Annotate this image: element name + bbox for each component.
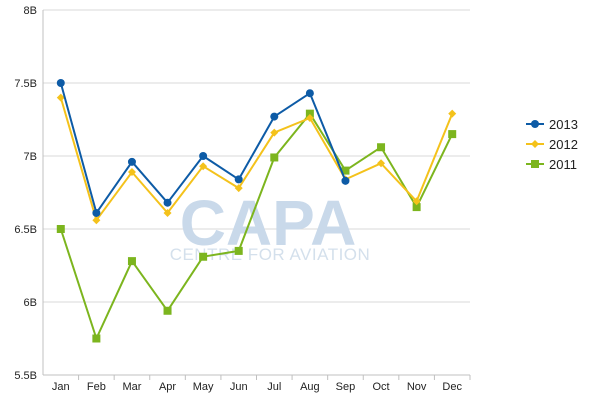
grid-lines (43, 9, 470, 303)
series-2013 (56, 79, 350, 217)
series-line-2011 (59, 112, 454, 340)
legend-label: 2013 (549, 117, 578, 132)
data-point-2013 (270, 112, 279, 121)
y-tick-label: 7B (24, 151, 37, 163)
data-point-2011 (199, 252, 208, 261)
data-point-2012 (448, 109, 457, 118)
data-point-2012 (127, 168, 136, 177)
y-axis-tick-labels: 5.5B 6B 6.5B 7B 7.5B 8B (14, 5, 37, 382)
data-point-2011 (305, 109, 314, 118)
legend-label: 2011 (549, 157, 577, 172)
x-tick-label: Mar (122, 381, 141, 393)
series-lines (56, 79, 457, 343)
x-tick-label: May (193, 381, 214, 393)
data-point-2013 (341, 176, 350, 185)
legend: 2013 2012 2011 (526, 117, 578, 172)
data-point-2013 (92, 208, 101, 217)
axes (42, 10, 471, 380)
legend-label: 2012 (549, 137, 578, 152)
legend-marker (531, 160, 539, 168)
legend-item-2013: 2013 (526, 117, 578, 132)
x-tick-label: Jun (230, 381, 248, 393)
y-tick-label: 6B (24, 297, 37, 309)
capa-watermark: CAPA CENTRE FOR AVIATION (170, 187, 371, 264)
x-tick-label: Aug (300, 381, 320, 393)
x-tick-label: Feb (87, 381, 106, 393)
data-point-2011 (92, 334, 101, 343)
data-point-2013 (56, 79, 65, 87)
x-tick-label: Nov (407, 381, 427, 393)
series-2011 (56, 109, 457, 343)
x-axis-tick-labels: Jan Feb Mar Apr May Jun Jul Aug Sep Oct Nov Dec (52, 381, 463, 393)
watermark-tagline: CENTRE FOR AVIATION (170, 245, 371, 264)
legend-item-2011: 2011 (526, 157, 577, 172)
x-tick-label: Jul (267, 381, 281, 393)
data-point-2013 (234, 175, 243, 184)
data-point-2011 (270, 153, 279, 162)
legend-item-2012: 2012 (526, 137, 578, 152)
data-point-2013 (163, 198, 172, 207)
data-point-2011 (234, 246, 243, 255)
data-point-2011 (341, 166, 350, 175)
y-tick-label: 5.5B (14, 370, 37, 382)
data-point-2012 (234, 184, 243, 193)
data-point-2011 (412, 203, 421, 212)
data-point-2011 (377, 143, 386, 152)
x-tick-label: Dec (442, 381, 462, 393)
data-point-2012 (270, 128, 279, 137)
data-point-2013 (305, 89, 314, 98)
data-point-2011 (56, 225, 65, 233)
data-point-2012 (199, 162, 208, 171)
y-tick-label: 6.5B (14, 224, 37, 236)
legend-marker (531, 140, 539, 148)
x-tick-label: Jan (52, 381, 70, 393)
data-point-2012 (412, 197, 421, 206)
data-point-2012 (377, 159, 386, 168)
data-point-2012 (305, 114, 314, 123)
series-line-2012 (59, 97, 454, 222)
data-point-2013 (127, 157, 136, 166)
y-tick-label: 7.5B (14, 78, 37, 90)
data-point-2012 (56, 93, 65, 102)
data-point-2011 (163, 306, 172, 315)
data-point-2011 (448, 130, 457, 139)
watermark-logo: CAPA (180, 187, 357, 259)
x-tick-label: Sep (336, 381, 356, 393)
data-point-2011 (127, 257, 136, 266)
data-point-2013 (199, 152, 208, 160)
data-point-2012 (92, 216, 101, 225)
data-point-2012 (163, 208, 172, 217)
x-tick-label: Apr (159, 381, 176, 393)
x-tick-label: Oct (372, 381, 389, 393)
y-tick-label: 8B (24, 5, 37, 17)
series-2012 (56, 93, 457, 225)
legend-marker (531, 120, 539, 128)
